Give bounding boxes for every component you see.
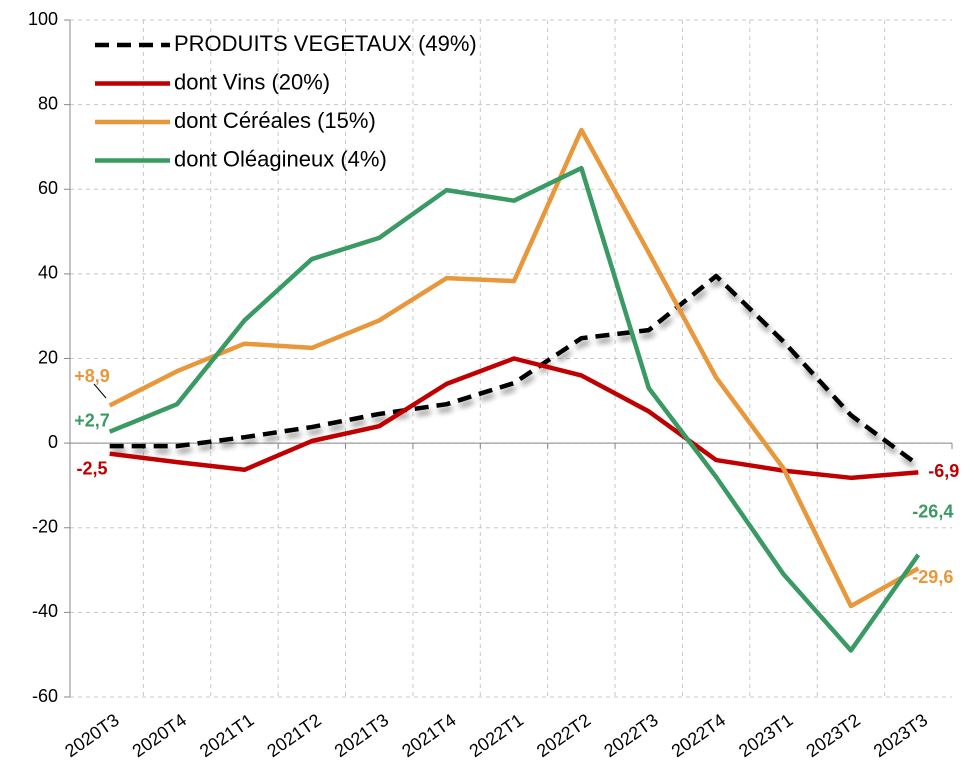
y-tick-label: -60 (32, 686, 58, 706)
legend-label: dont Céréales (15%) (174, 108, 376, 133)
x-tick-label: 2021T1 (196, 710, 257, 761)
y-tick-label: 20 (38, 347, 58, 367)
y-tick-label: -20 (32, 517, 58, 537)
x-tick-label: 2022T3 (600, 710, 661, 761)
data-label: +2,7 (74, 410, 110, 430)
legend-label: dont Vins (20%) (174, 69, 330, 94)
x-tick-label: 2022T4 (668, 710, 729, 761)
y-tick-label: 40 (38, 263, 58, 283)
data-label: +8,9 (74, 366, 110, 386)
x-tick-label: 2021T3 (331, 710, 392, 761)
x-tick-label: 2021T2 (263, 710, 324, 761)
data-label: -2,5 (76, 458, 107, 478)
y-tick-label: -40 (32, 601, 58, 621)
legend-label: dont Oléagineux (4%) (174, 146, 387, 171)
y-tick-label: 100 (28, 9, 58, 29)
data-label: -26,4 (912, 502, 953, 522)
series-line (108, 165, 921, 653)
series-line (109, 356, 919, 481)
series-line (108, 127, 920, 609)
y-tick-label: 60 (38, 178, 58, 198)
x-tick-label: 2023T1 (735, 710, 796, 761)
y-tick-label: 0 (48, 432, 58, 452)
leader-line (93, 383, 107, 399)
x-tick-label: 2020T4 (129, 710, 190, 761)
x-tick-label: 2021T4 (398, 710, 459, 761)
series-line (109, 273, 920, 467)
y-tick-label: 80 (38, 93, 58, 113)
x-tick-label: 2023T3 (870, 710, 931, 761)
x-tick-label: 2023T2 (802, 710, 863, 761)
legend-label: PRODUITS VEGETAUX (49%) (174, 31, 477, 56)
data-label: -29,6 (912, 567, 953, 587)
data-label: -6,9 (928, 461, 959, 481)
x-tick-label: 2022T2 (533, 710, 594, 761)
x-tick-label: 2020T3 (61, 710, 122, 761)
x-tick-label: 2022T1 (466, 710, 527, 761)
